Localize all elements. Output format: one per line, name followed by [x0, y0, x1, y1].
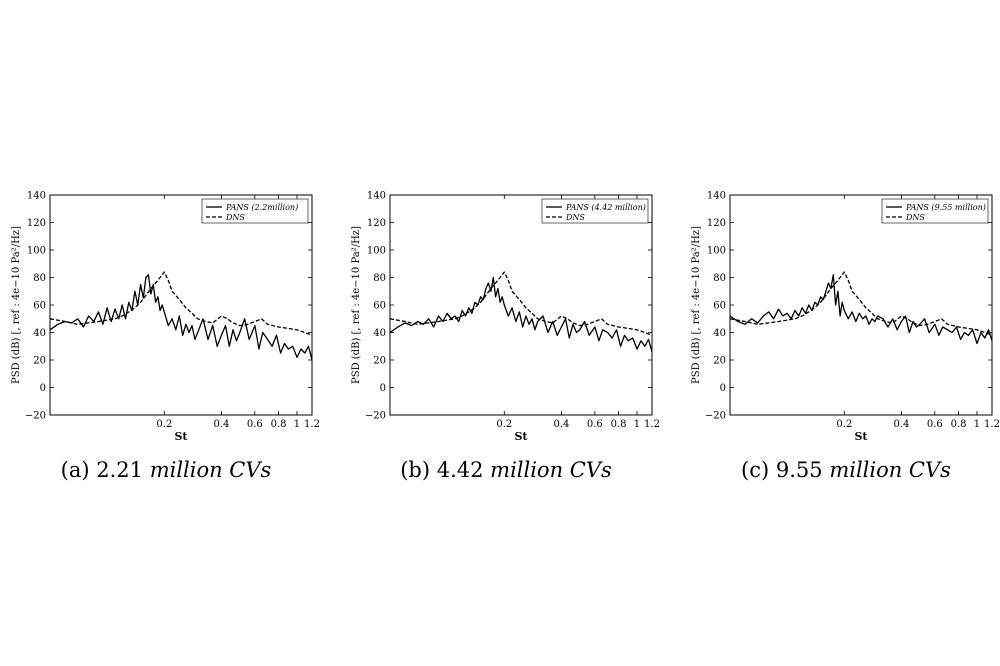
- y-tick-label: 20: [713, 356, 726, 367]
- x-tick-label: 0.4: [213, 419, 229, 430]
- x-axis-label: St: [174, 430, 188, 443]
- y-tick-label: 80: [373, 273, 386, 284]
- pans-series-line: [729, 274, 993, 345]
- dns-series-line: [729, 271, 993, 336]
- legend-label: DNS: [905, 213, 925, 222]
- psd-chart-b: −20 0 20 40 60 80 100 120 140 0.2 0.4 0.6 0.8 1 1.2 St P…: [351, 191, 660, 444]
- psd-chart-c: −20 0 20 40 60 80 100 120 140 0.2 0.4 0.6 0.8 1 1.2 St P…: [691, 191, 1000, 444]
- y-tick-label: 0: [380, 383, 386, 394]
- y-tick-label: 80: [713, 273, 726, 284]
- x-tick-label: 1: [974, 419, 980, 430]
- y-tick-label: 60: [713, 301, 726, 312]
- y-axis-label: PSD (dB) [, ref : 4e−10 Pa²/Hz]: [351, 226, 362, 384]
- y-tick-label: 20: [33, 356, 46, 367]
- y-tick-label: 140: [27, 191, 46, 202]
- x-tick-label: 0.6: [927, 419, 943, 430]
- caption-prefix: (a) 2.21: [60, 458, 143, 482]
- caption-words: million CVs: [490, 458, 612, 482]
- dns-series-line: [389, 271, 653, 336]
- pans-series-line: [389, 276, 653, 352]
- legend-box: [881, 198, 989, 224]
- x-tick-label: 0.8: [611, 419, 627, 430]
- x-tick-label: 0.2: [836, 419, 852, 430]
- caption-prefix: (b) 4.42: [400, 458, 484, 482]
- y-tick-label: 60: [373, 301, 386, 312]
- y-tick-label: −20: [365, 411, 386, 422]
- x-tick-label: 0.6: [247, 419, 263, 430]
- x-tick-label: 0.4: [893, 419, 909, 430]
- psd-chart-a: −20 0 20 40 60 80 100 120 140 0.2 0.4 0.6 0.8 1 1.2 St P…: [11, 191, 320, 444]
- y-tick-label: 0: [40, 383, 46, 394]
- caption-words: million CVs: [149, 458, 272, 482]
- y-tick-label: 60: [33, 301, 46, 312]
- x-tick-label: 0.8: [271, 419, 287, 430]
- y-tick-label: 100: [27, 246, 46, 257]
- dns-series-line: [49, 271, 313, 336]
- plot-frame: [49, 194, 313, 416]
- chart-panel-a: −20 0 20 40 60 80 100 120 140 0.2 0.4 0.6 0.8 1 1.2 St P…: [5, 180, 327, 490]
- x-tick-label: 0.8: [951, 419, 967, 430]
- y-axis-label: PSD (dB) [, ref : 4e−10 Pa²/Hz]: [11, 226, 22, 384]
- y-axis-label: PSD (dB) [, ref : 4e−10 Pa²/Hz]: [691, 226, 702, 384]
- y-tick-label: 120: [707, 218, 726, 229]
- y-tick-label: 40: [713, 328, 726, 339]
- x-tick-label: 1: [634, 419, 640, 430]
- y-tick-label: 140: [367, 191, 386, 202]
- x-tick-label: 0.2: [156, 419, 172, 430]
- legend-label: PANS (4.42 million): [565, 203, 646, 212]
- y-tick-label: 140: [707, 191, 726, 202]
- legend-label: PANS (2.2million): [225, 203, 298, 212]
- x-tick-label: 0.4: [553, 419, 569, 430]
- y-tick-label: 40: [373, 328, 386, 339]
- chart-caption-c: (c) 9.55 million CVs: [685, 458, 1000, 482]
- x-tick-label: 0.2: [496, 419, 512, 430]
- x-tick-label: 0.6: [587, 419, 603, 430]
- y-tick-label: 100: [367, 246, 386, 257]
- x-tick-label: 1.2: [304, 419, 320, 430]
- y-tick-label: −20: [25, 411, 46, 422]
- x-axis-label: St: [854, 430, 868, 443]
- legend-box: [201, 198, 309, 224]
- chart-panel-c: −20 0 20 40 60 80 100 120 140 0.2 0.4 0.6 0.8 1 1.2 St P…: [685, 180, 1000, 490]
- plot-frame: [729, 194, 993, 416]
- pans-series-line: [49, 274, 313, 361]
- legend-box: [541, 198, 649, 224]
- x-tick-label: 1.2: [984, 419, 1000, 430]
- y-tick-label: 80: [33, 273, 46, 284]
- y-tick-label: 40: [33, 328, 46, 339]
- chart-caption-a: (a) 2.21 million CVs: [5, 458, 327, 482]
- y-tick-label: 0: [720, 383, 726, 394]
- caption-words: million CVs: [829, 458, 951, 482]
- y-tick-label: 20: [373, 356, 386, 367]
- legend-label: DNS: [225, 213, 245, 222]
- legend-label: PANS (9.55 million): [905, 203, 986, 212]
- x-axis-label: St: [514, 430, 528, 443]
- chart-caption-b: (b) 4.42 million CVs: [345, 458, 667, 482]
- y-tick-label: 120: [27, 218, 46, 229]
- y-tick-label: 100: [707, 246, 726, 257]
- y-tick-label: −20: [705, 411, 726, 422]
- y-tick-label: 120: [367, 218, 386, 229]
- legend-label: DNS: [565, 213, 585, 222]
- plot-frame: [389, 194, 653, 416]
- x-tick-label: 1.2: [644, 419, 660, 430]
- chart-panel-b: −20 0 20 40 60 80 100 120 140 0.2 0.4 0.6 0.8 1 1.2 St P…: [345, 180, 667, 490]
- caption-prefix: (c) 9.55: [741, 458, 823, 482]
- x-tick-label: 1: [294, 419, 300, 430]
